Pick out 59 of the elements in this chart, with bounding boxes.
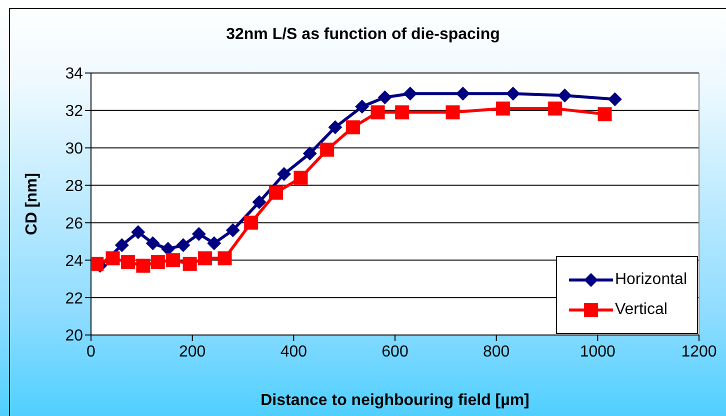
x-tick-label: 1000 [580, 343, 616, 360]
y-tick-label: 34 [65, 66, 84, 83]
point [226, 223, 240, 238]
point [136, 258, 150, 273]
point [328, 120, 342, 134]
point [146, 236, 160, 250]
point [506, 86, 520, 101]
point [120, 255, 135, 270]
point [182, 256, 197, 271]
point [403, 86, 418, 101]
point [131, 225, 146, 240]
point [166, 253, 180, 268]
point [302, 146, 317, 160]
point [91, 256, 104, 271]
point [150, 255, 165, 270]
x-tick-label: 200 [178, 343, 206, 360]
point [106, 251, 120, 266]
point [277, 167, 292, 182]
legend-label: Vertical [614, 301, 668, 319]
point [446, 105, 460, 120]
point [198, 251, 212, 266]
y-tick-label: 24 [65, 252, 84, 270]
point [207, 236, 222, 250]
x-tick-label: 1200 [681, 343, 717, 360]
point [114, 238, 129, 252]
point [395, 105, 410, 120]
point [346, 120, 360, 134]
point [456, 86, 470, 101]
point [161, 242, 176, 256]
point [598, 107, 612, 122]
point [268, 186, 283, 200]
y-tick-label: 32 [65, 103, 84, 120]
x-axis-title: Distance to neighbouring field [µm] [260, 392, 530, 409]
point [370, 105, 385, 120]
legend-label: Horizontal [614, 271, 687, 289]
y-axis-title: CD [nm] [24, 172, 41, 236]
point [218, 251, 232, 266]
y-tick-label: 26 [65, 215, 84, 232]
point [378, 90, 392, 104]
y-tick-label: 22 [65, 290, 84, 308]
point [252, 195, 266, 210]
x-tick-label: 800 [482, 343, 510, 360]
point [548, 102, 562, 116]
point [608, 92, 622, 106]
y-tick-label: 30 [65, 140, 84, 158]
x-tick-label: 600 [382, 343, 408, 360]
x-tick-label: 0 [86, 343, 96, 360]
point [192, 226, 206, 241]
point [496, 102, 510, 116]
point [176, 238, 190, 252]
y-tick-label: 20 [65, 328, 84, 345]
point [320, 142, 334, 157]
x-tick-label: 400 [280, 343, 308, 360]
point [244, 216, 258, 230]
point [294, 170, 308, 185]
y-tick-label: 28 [65, 178, 84, 195]
point [558, 88, 572, 102]
point [355, 100, 370, 114]
chart-title: 32nm L/S as function of die-spacing [225, 26, 501, 44]
